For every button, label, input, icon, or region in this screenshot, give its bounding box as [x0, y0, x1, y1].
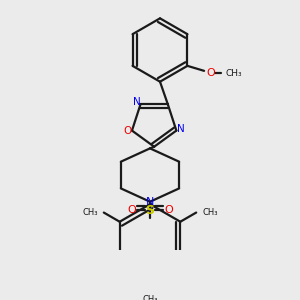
Text: N: N: [177, 124, 184, 134]
Text: CH₃: CH₃: [202, 208, 218, 217]
Text: N: N: [133, 97, 141, 107]
Text: CH₃: CH₃: [142, 295, 158, 300]
Text: S: S: [146, 204, 154, 217]
Text: N: N: [146, 197, 154, 207]
Text: CH₃: CH₃: [82, 208, 98, 217]
Text: O: O: [206, 68, 215, 77]
Text: O: O: [127, 205, 136, 215]
Text: O: O: [164, 205, 173, 215]
Text: O: O: [124, 126, 132, 136]
Text: CH₃: CH₃: [226, 69, 242, 78]
